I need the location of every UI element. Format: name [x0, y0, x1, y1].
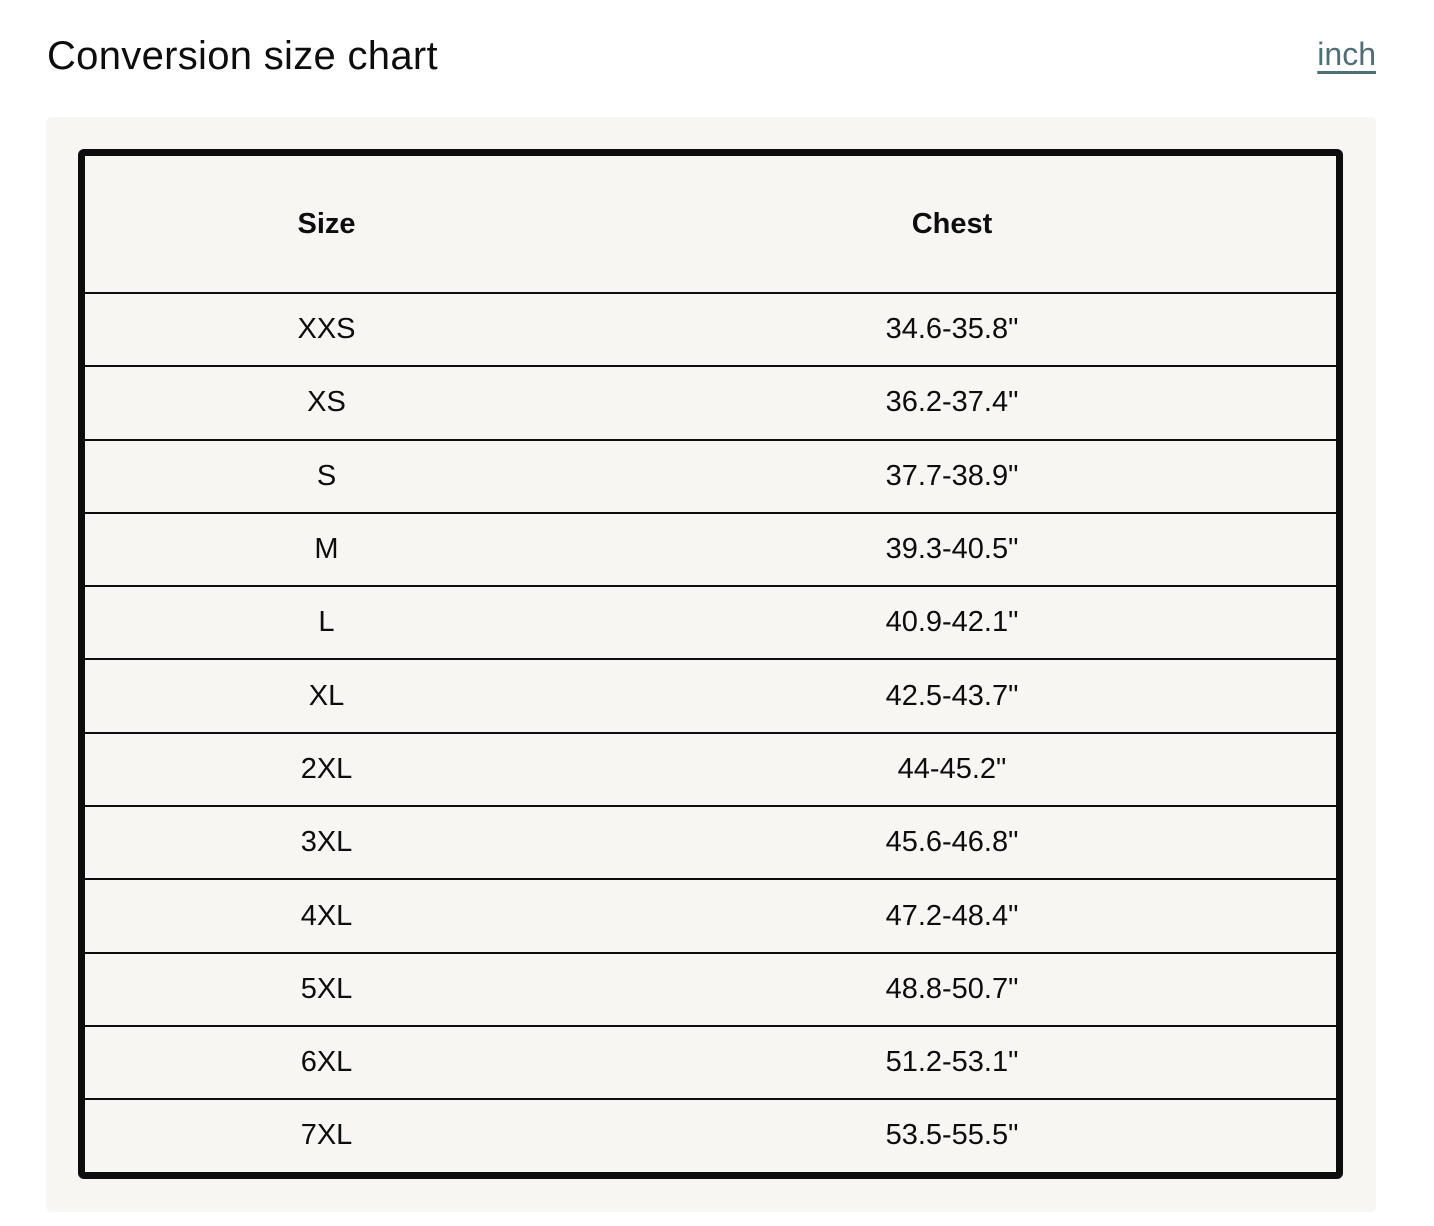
chest-cell: 44-45.2": [568, 731, 1336, 807]
size-cell: 7XL: [85, 1098, 568, 1172]
table-row: 7XL 53.5-55.5": [85, 1098, 1336, 1172]
chest-cell: 39.3-40.5": [568, 511, 1336, 587]
unit-toggle-link[interactable]: inch: [1317, 36, 1376, 72]
size-cell: XL: [85, 658, 568, 733]
column-header-size: Size: [297, 207, 356, 240]
table-header-row: Size Chest: [85, 156, 1336, 293]
page-title: Conversion size chart: [47, 34, 438, 78]
table-row: XS 36.2-37.4": [85, 365, 1336, 440]
table-row: 2XL 44-45.2": [85, 731, 1336, 807]
size-table: Size Chest XXS 34.6-35.8" XS 36.2-37.4" S 37.…: [78, 149, 1343, 1179]
column-header-chest: Chest: [911, 207, 993, 240]
table-row: 5XL 48.8-50.7": [85, 951, 1336, 1026]
size-chart-panel: Size Chest XXS 34.6-35.8" XS 36.2-37.4" S 37.…: [46, 117, 1376, 1212]
size-cell: XXS: [85, 291, 568, 367]
size-cell: 2XL: [85, 731, 568, 807]
size-cell: S: [85, 438, 568, 513]
table-row: 6XL 51.2-53.1": [85, 1024, 1336, 1100]
chest-cell: 48.8-50.7": [568, 951, 1336, 1026]
table-row: 4XL 47.2-48.4": [85, 878, 1336, 953]
chest-cell: 47.2-48.4": [568, 878, 1336, 953]
chest-cell: 34.6-35.8": [568, 291, 1336, 367]
chest-cell: 45.6-46.8": [568, 805, 1336, 880]
size-cell: 6XL: [85, 1024, 568, 1100]
size-cell: XS: [85, 365, 568, 440]
table-row: XXS 34.6-35.8": [85, 291, 1336, 367]
size-cell: L: [85, 585, 568, 660]
size-cell: M: [85, 511, 568, 587]
table-row: 3XL 45.6-46.8": [85, 805, 1336, 880]
table-row: L 40.9-42.1": [85, 585, 1336, 660]
table-row: S 37.7-38.9": [85, 438, 1336, 513]
table-row: XL 42.5-43.7": [85, 658, 1336, 733]
size-cell: 5XL: [85, 951, 568, 1026]
size-cell: 4XL: [85, 878, 568, 953]
chest-cell: 37.7-38.9": [568, 438, 1336, 513]
chest-cell: 53.5-55.5": [568, 1098, 1336, 1172]
chest-cell: 42.5-43.7": [568, 658, 1336, 733]
chest-cell: 51.2-53.1": [568, 1024, 1336, 1100]
chest-cell: 36.2-37.4": [568, 365, 1336, 440]
table-row: M 39.3-40.5": [85, 511, 1336, 587]
chest-cell: 40.9-42.1": [568, 585, 1336, 660]
size-cell: 3XL: [85, 805, 568, 880]
